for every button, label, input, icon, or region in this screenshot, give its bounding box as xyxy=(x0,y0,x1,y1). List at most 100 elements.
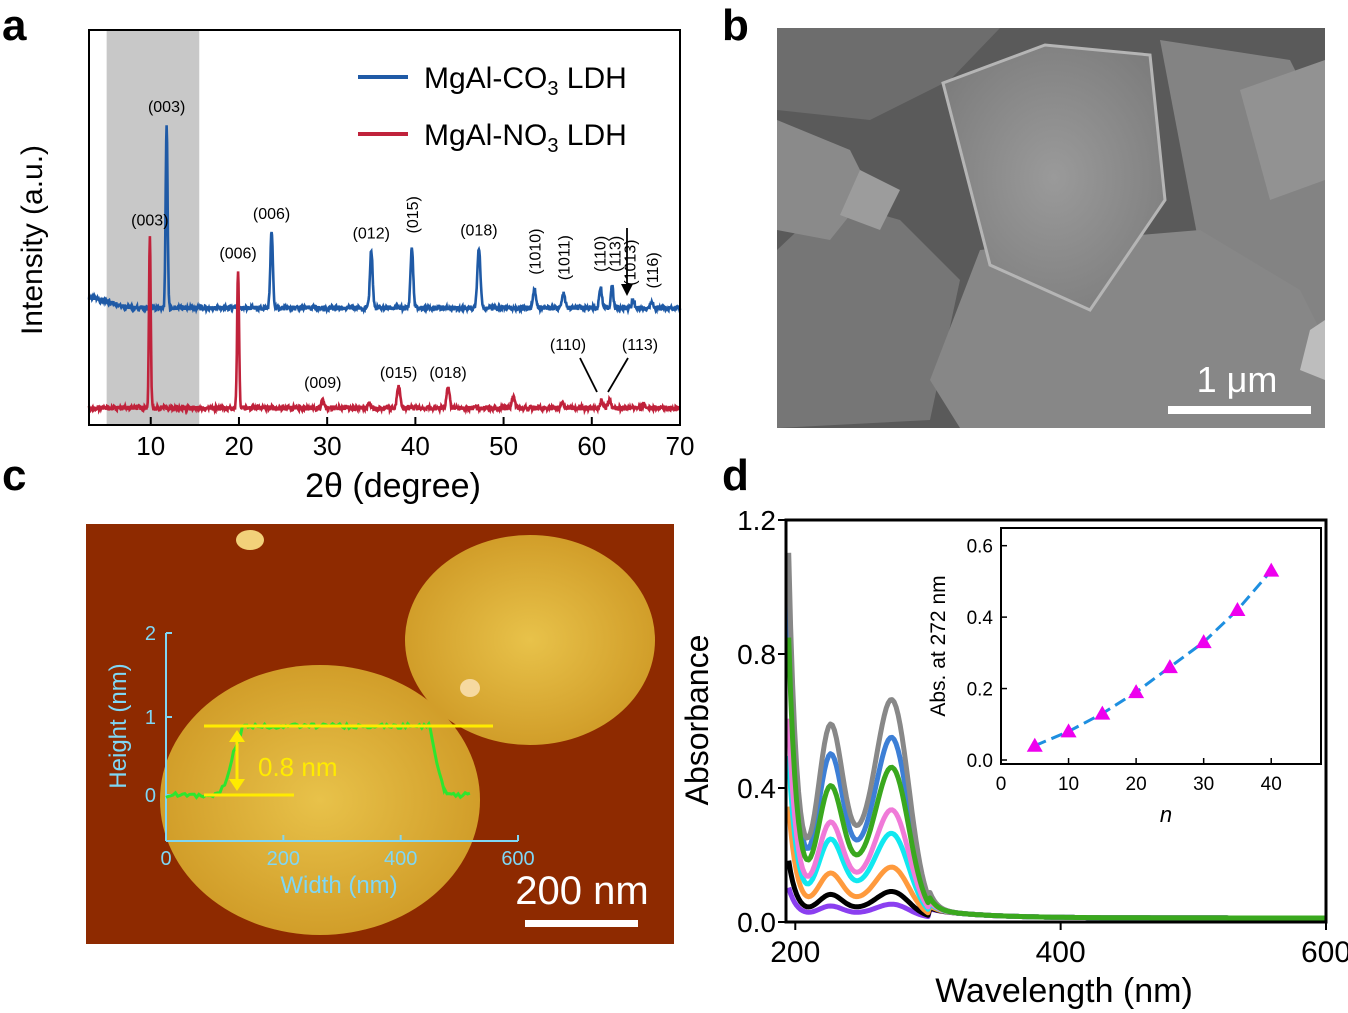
a-trace-no3 xyxy=(87,236,681,416)
d-inset-x-tick-label-1: 10 xyxy=(1058,774,1079,795)
a-peak-label-1-1: (006) xyxy=(219,246,256,263)
a-peak-label-1-5: (110) xyxy=(550,337,586,354)
c-x-tick-label-3: 600 xyxy=(501,848,534,870)
a-peak-annotations: (003) (006) (012) (015) (018) (1010) (1011) (11… xyxy=(131,99,662,393)
d-plot-frame xyxy=(784,518,1328,924)
legend-no3-suffix: LDH xyxy=(558,119,626,152)
c-inset-ticks: 0 200 400 600 0 1 2 xyxy=(145,623,535,870)
d-inset-x-tick-label-4: 40 xyxy=(1261,774,1282,795)
c-x-tick-label-1: 200 xyxy=(267,848,300,870)
d-y-tick-label-2: 0.8 xyxy=(737,639,776,670)
d-inset-points xyxy=(1026,562,1280,752)
d-inset-point-4 xyxy=(1161,659,1178,674)
b-scale-bar xyxy=(1168,406,1311,414)
d-inset-point-3 xyxy=(1128,684,1145,699)
d-inset-point-0 xyxy=(1026,737,1043,752)
d-inset-ticks: 0 10 20 30 40 0.0 0.2 0.4 0.6 xyxy=(967,537,1282,795)
panel-a: a (003)(006)(012)(015) (018) (1010) (1011)(… xyxy=(2,1,694,505)
c-x-tick-label-0: 0 xyxy=(160,848,171,870)
d-inset-x-tick-label-2: 20 xyxy=(1126,774,1147,795)
a-x-tick-label-1: 20 xyxy=(224,431,253,461)
d-y-axis-label: Absorbance xyxy=(679,635,715,806)
a-trace-co3 xyxy=(87,125,682,316)
a-peak-label-0-2: (012) xyxy=(353,225,390,242)
a-x-ticks: 10 20 30 40 50 60 70 xyxy=(136,417,694,461)
d-inset-y-label: Abs. at 272 nm xyxy=(927,575,950,716)
a-peak-label-0-7: (110) xyxy=(593,236,610,272)
c-y-tick-label-1: 1 xyxy=(145,707,156,729)
d-inset-chart: 0 10 20 30 40 0.0 0.2 0.4 0.6 Abs. at 272 nm n xyxy=(927,527,1322,827)
a-x-tick-label-0: 10 xyxy=(136,431,165,461)
a-arrow-6 xyxy=(607,357,629,393)
a-peak-label-1-3: (015) xyxy=(380,365,417,382)
legend-co3-base: MgAl-CO xyxy=(424,62,547,95)
d-inset-point-7 xyxy=(1263,562,1280,577)
d-inset-point-1 xyxy=(1060,723,1077,738)
a-peak-label-1-0: (003) xyxy=(131,213,168,230)
c-y-tick-label-2: 2 xyxy=(145,623,156,645)
c-y-tick-label-0: 0 xyxy=(145,785,156,807)
a-x-tick-label-5: 60 xyxy=(577,431,606,461)
panel-c: c 0 200 400 600 0 1 2 Height (nm) Width (nm) 0… xyxy=(2,451,674,944)
a-peak-label-0-1: (006) xyxy=(253,206,290,223)
d-inset-x-tick-label-0: 0 xyxy=(996,774,1007,795)
legend-co3-suffix: LDH xyxy=(558,62,626,95)
a-arrow-1013-head xyxy=(621,284,633,296)
a-x-tick-label-4: 50 xyxy=(489,431,518,461)
panel-b: b 1 μm xyxy=(722,1,1325,428)
d-inset-point-5 xyxy=(1195,634,1212,649)
d-spectrum-n-40 xyxy=(786,637,1327,921)
a-peak-label-0-6: (1011) xyxy=(557,235,574,280)
c-height-profile-inset: 0 200 400 600 0 1 2 Height (nm) Width (nm) 0.8… xyxy=(105,623,535,899)
d-inset-y-tick-label-1: 0.2 xyxy=(967,680,993,701)
a-y-axis-label: Intensity (a.u.) xyxy=(16,145,49,335)
a-x-tick-label-3: 40 xyxy=(401,431,430,461)
c-scale-bar xyxy=(525,920,638,927)
d-x-tick-label-2: 600 xyxy=(1301,936,1348,969)
legend-co3-sub: 3 xyxy=(547,78,558,100)
d-inset-y-tick-label-3: 0.6 xyxy=(967,537,993,558)
a-peak-label-1-4: (018) xyxy=(429,365,466,382)
c-scale-label: 200 nm xyxy=(515,869,648,913)
c-inset-x-label: Width (nm) xyxy=(280,872,397,899)
d-inset-point-2 xyxy=(1094,705,1111,720)
a-traces xyxy=(87,125,682,416)
a-peak-label-1-6: (113) xyxy=(622,337,658,354)
c-x-tick-label-2: 400 xyxy=(384,848,417,870)
a-peak-label-0-9: (1013) xyxy=(623,240,640,286)
legend-no3-base: MgAl-NO xyxy=(424,119,547,152)
d-y-tick-label-0: 0.0 xyxy=(737,907,776,938)
a-peak-label-0-10: (116) xyxy=(645,252,662,288)
a-x-axis-label: 2θ (degree) xyxy=(305,467,481,505)
a-peak-label-1-2: (009) xyxy=(304,375,341,392)
d-inset-y-tick-label-0: 0.0 xyxy=(967,751,993,772)
d-x-tick-label-0: 200 xyxy=(770,936,820,969)
a-peak-label-0-0: (003) xyxy=(148,99,185,116)
d-x-axis-label: Wavelength (nm) xyxy=(935,972,1193,1010)
d-y-tick-label-1: 0.4 xyxy=(737,773,776,804)
d-inset-y-tick-label-2: 0.4 xyxy=(967,608,994,629)
a-peak-label-0-4: (018) xyxy=(460,223,497,240)
sem-image xyxy=(777,28,1325,428)
panel-a-label: a xyxy=(2,1,27,50)
a-x-tick-label-6: 70 xyxy=(666,431,695,461)
legend-label-no3: MgAl-NO3 LDH xyxy=(424,119,627,157)
d-spectra xyxy=(786,552,1327,921)
legend-no3-sub: 3 xyxy=(547,135,558,157)
a-arrow-5 xyxy=(579,357,598,393)
legend-label-co3: MgAl-CO3 LDH xyxy=(424,62,627,100)
a-peak-label-0-5: (1010) xyxy=(527,229,544,275)
d-inset-x-label: n xyxy=(1160,802,1172,827)
d-inset-x-tick-label-3: 30 xyxy=(1193,774,1214,795)
b-scale-label: 1 μm xyxy=(1197,359,1278,400)
d-y-tick-label-3: 1.2 xyxy=(737,505,776,536)
panel-b-label: b xyxy=(722,1,749,50)
c-inset-y-label: Height (nm) xyxy=(105,663,132,788)
a-peak-label-0-3: (015) xyxy=(405,196,422,233)
d-inset-point-6 xyxy=(1229,601,1246,616)
panel-c-label: c xyxy=(2,451,26,500)
a-plot-frame xyxy=(88,29,681,426)
